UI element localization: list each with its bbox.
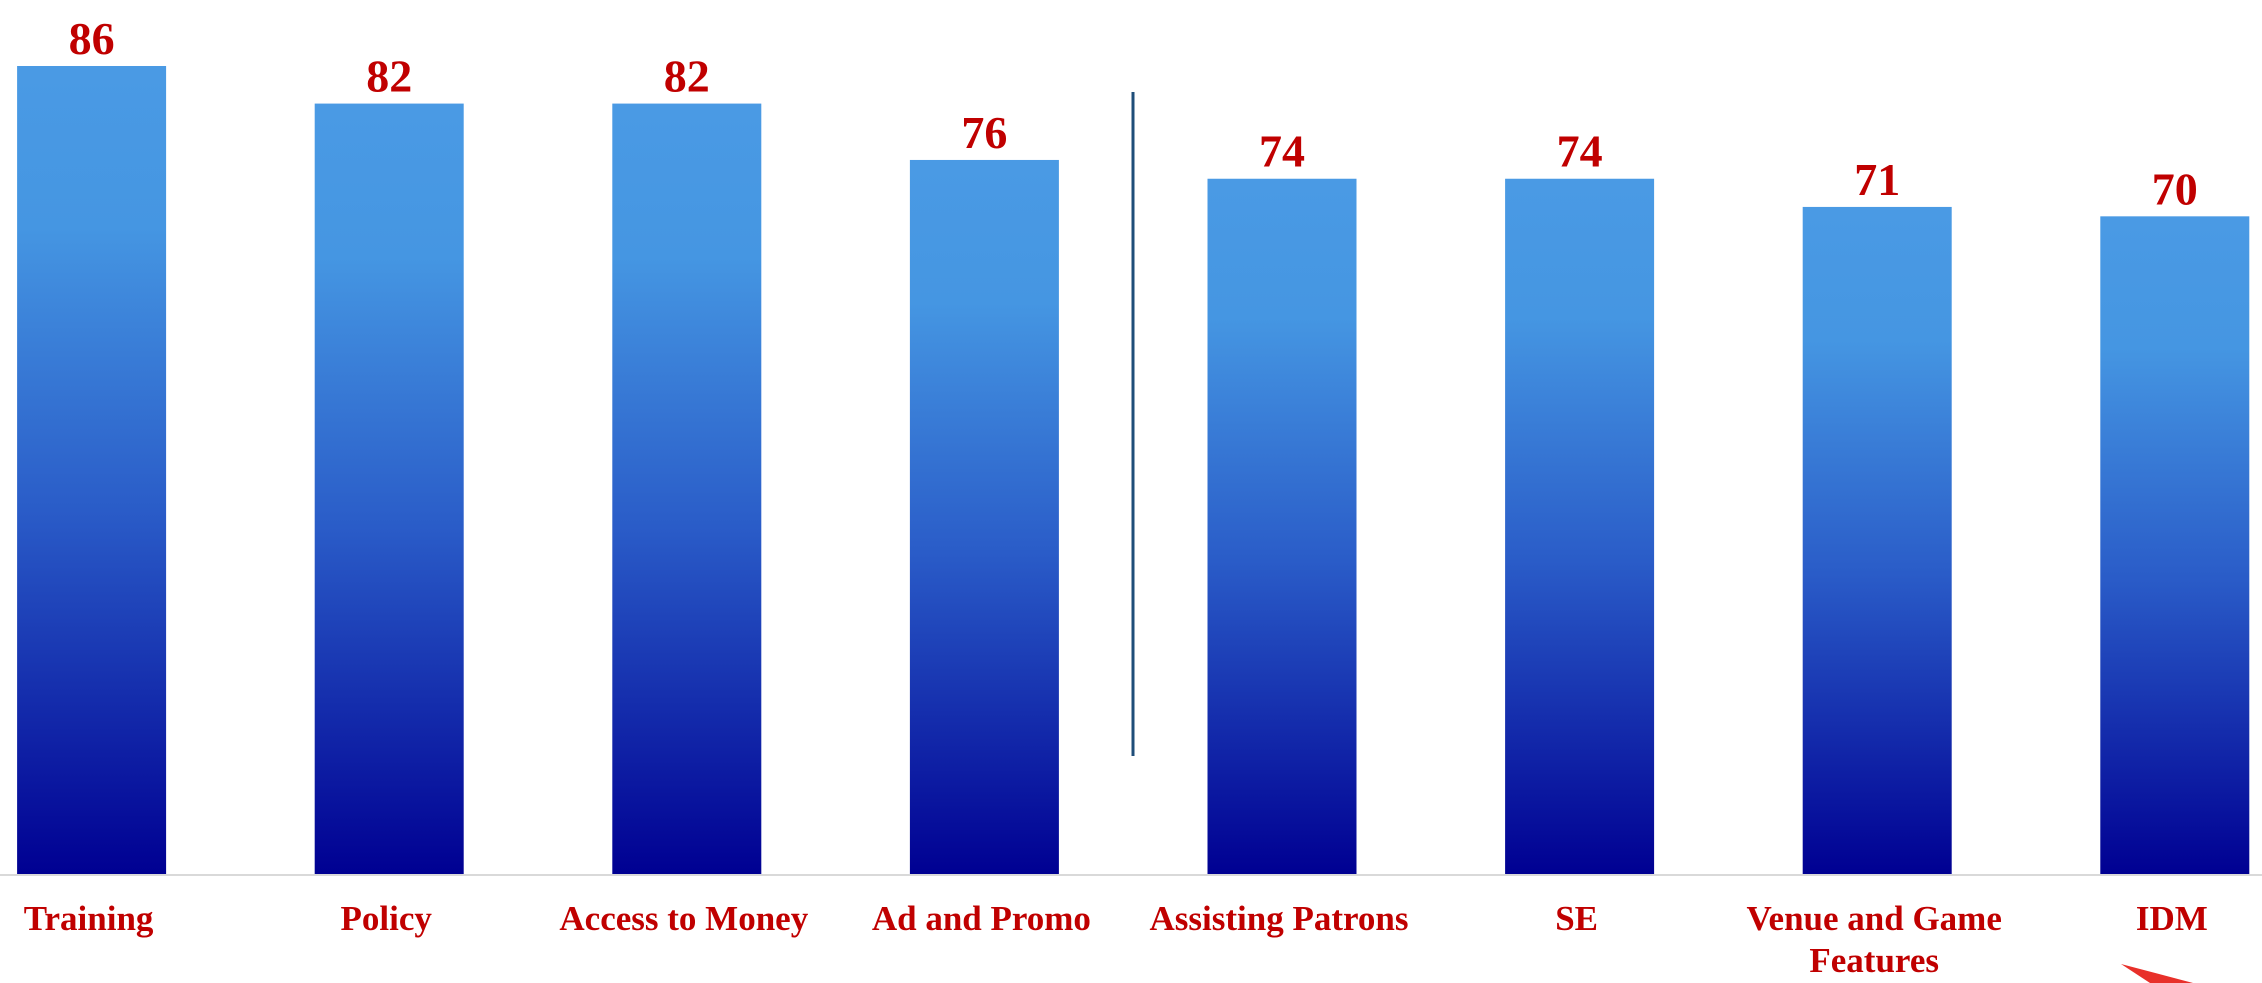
value-label: 70 [2152, 163, 2198, 214]
value-label: 82 [366, 51, 412, 102]
value-label: 86 [69, 13, 115, 64]
bar [17, 66, 167, 874]
bar [2100, 216, 2250, 875]
bar [1207, 178, 1357, 874]
value-label: 74 [1259, 126, 1305, 177]
x-tick-label: SE [1555, 899, 1598, 938]
x-tick-label: Policy [340, 899, 432, 938]
bar [612, 103, 762, 874]
value-label: 76 [961, 107, 1007, 158]
bar [1802, 206, 1952, 874]
value-label: 82 [664, 51, 710, 102]
x-tick-label: Access to Money [559, 899, 809, 938]
x-tick-label: IDM [2135, 899, 2208, 938]
bar [314, 103, 464, 874]
x-tick-label: Venue and Game Features [1746, 899, 2002, 980]
bar [1505, 178, 1655, 874]
value-label: 74 [1557, 126, 1603, 177]
corner-arrow [2121, 964, 2193, 983]
x-tick-label: Ad and Promo [871, 899, 1091, 938]
value-label: 71 [1854, 154, 1900, 205]
x-tick-label: Training [23, 899, 154, 938]
bar [909, 159, 1059, 874]
x-tick-label: Assisting Patrons [1149, 899, 1409, 938]
